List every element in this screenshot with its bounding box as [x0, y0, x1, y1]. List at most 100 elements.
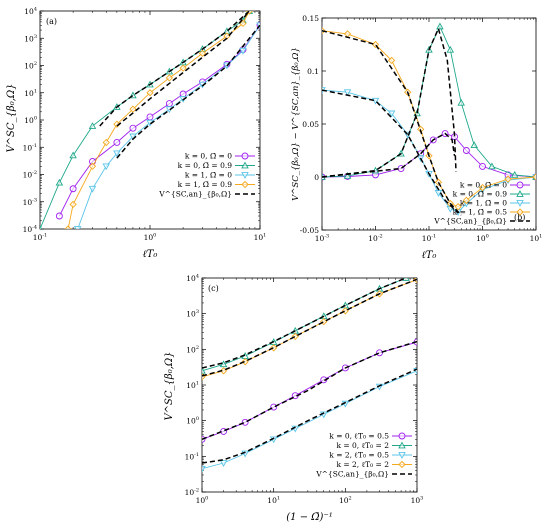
x-tick-label: 101 — [254, 233, 267, 243]
data-point — [504, 175, 512, 183]
panel-label: (b) — [514, 213, 525, 222]
series-line-1 — [202, 278, 407, 372]
data-point — [219, 460, 228, 467]
data-point — [202, 366, 206, 374]
data-point — [462, 147, 470, 154]
data-point — [55, 212, 63, 220]
legend-marker — [516, 190, 524, 197]
legend-marker — [241, 172, 249, 179]
y-axis-label: V^SC_{β₀,Ω} — [6, 83, 17, 152]
series-group — [40, 11, 260, 229]
data-point — [446, 45, 455, 53]
y-tick-label: 0 — [314, 173, 319, 182]
data-point — [73, 226, 82, 229]
legend-entry: k = 0, ℓT₀ = 0.5 — [329, 432, 389, 441]
data-point — [165, 100, 173, 108]
series-analytic-line — [116, 11, 250, 127]
legend: k = 0, Ω̄ = 0k = 0, Ω̄ = 0.9k = 1, Ω̄ = … — [433, 181, 530, 226]
y-tick-label: 100 — [24, 116, 37, 126]
x-tick-label: 10-1 — [422, 234, 436, 244]
data-point — [113, 139, 121, 146]
data-point — [146, 89, 154, 97]
data-point — [270, 403, 278, 411]
legend-entry: k = 1, Ω̄ = 0 — [460, 199, 507, 208]
x-tick-label: 101 — [530, 234, 543, 244]
x-tick-label: 102 — [339, 496, 352, 506]
y-axis-label: V^SC_{β₀,Ω} — [164, 351, 175, 420]
data-point — [202, 465, 206, 473]
data-point — [479, 162, 486, 170]
data-point — [239, 19, 247, 28]
series-analytic-line — [322, 26, 457, 178]
data-point — [470, 141, 478, 149]
data-point — [69, 200, 77, 209]
series-analytic-line — [202, 278, 417, 377]
data-point — [341, 307, 349, 315]
y-tick-label: 10-1 — [23, 143, 37, 153]
y-tick-label: -0.05 — [300, 226, 319, 235]
data-point — [69, 185, 77, 193]
legend-marker — [241, 161, 249, 169]
data-point — [478, 183, 487, 192]
panel-c: 100 101 102 103 10-2 10-1 100 101 102 103 104 (c) (1… — [164, 274, 423, 524]
x-axis-label: ℓT₀ — [422, 250, 437, 261]
series-analytic-line — [322, 132, 456, 178]
y-tick-label: 10-2 — [185, 488, 199, 498]
y-tick-label: 0.1 — [307, 67, 319, 76]
y-tick-label: 104 — [186, 274, 199, 284]
data-point — [510, 170, 519, 178]
legend-entry: V^{SC,an}_{β₀,Ω} — [315, 470, 389, 479]
x-tick-label: 101 — [267, 496, 280, 506]
data-point — [88, 122, 97, 129]
legend-entry: k = 0, Ω̄ = 0.9 — [178, 161, 233, 170]
data-point — [387, 56, 396, 65]
data-point — [113, 150, 121, 158]
data-point — [88, 185, 97, 193]
series-analytic-line — [322, 89, 459, 214]
data-point — [179, 64, 187, 72]
data-point — [165, 74, 174, 82]
data-point — [129, 105, 137, 113]
data-point — [462, 196, 471, 204]
data-point — [129, 133, 137, 141]
y-tick-label: 103 — [186, 309, 199, 319]
legend-marker — [516, 181, 524, 189]
y-tick-label: 101 — [186, 381, 199, 391]
data-point — [402, 278, 410, 281]
y-tick-label: 100 — [186, 416, 199, 426]
x-tick-label: 100 — [196, 496, 209, 506]
data-point — [64, 225, 72, 229]
x-axis-label: (1 − Ω̄)⁻¹ — [286, 512, 332, 523]
y-tick-label: 10-1 — [185, 452, 199, 462]
y-tick-label: 0.15 — [302, 14, 319, 23]
legend: k = 0, Ω̄ = 0k = 0, Ω̄ = 0.9k = 1, Ω̄ = … — [158, 152, 255, 199]
legend-entry: k = 2, ℓT₀ = 2 — [336, 460, 389, 469]
panel-a: 10-1 100 101 10-4 10-3 10-2 10-1 100 101 102 103 10… — [6, 7, 266, 261]
y-tick-label: 10-3 — [23, 197, 37, 207]
series-analytic-line — [116, 24, 260, 159]
x-tick-label: 10-3 — [315, 234, 329, 244]
y-tick-label: 104 — [24, 7, 37, 17]
legend-entry: V^{SC,an}_{β₀,Ω} — [158, 190, 232, 199]
legend-entry: k = 1, Ω̄ = 0.9 — [178, 180, 233, 189]
series-analytic-line — [202, 278, 407, 369]
x-tick-label: 100 — [476, 234, 489, 244]
legend-marker — [398, 460, 406, 469]
data-point — [291, 332, 299, 341]
data-point — [343, 172, 352, 179]
legend-marker — [241, 180, 249, 189]
y-tick-label: 101 — [24, 88, 37, 98]
y-tick-label: 102 — [24, 61, 37, 71]
data-point — [241, 418, 249, 426]
y-tick-label: 10-2 — [23, 170, 37, 180]
x-tick-label: 10-2 — [368, 234, 382, 244]
data-point — [55, 178, 64, 186]
data-point — [239, 47, 247, 55]
data-point — [371, 97, 380, 105]
data-point — [457, 98, 465, 106]
data-point — [129, 124, 137, 132]
y-axis-label: V^SC_{β₀,Ω} − V^{SC,an}_{β₀,Ω} — [291, 47, 301, 201]
legend-entry: k = 0, Ω̄ = 0 — [460, 181, 507, 190]
